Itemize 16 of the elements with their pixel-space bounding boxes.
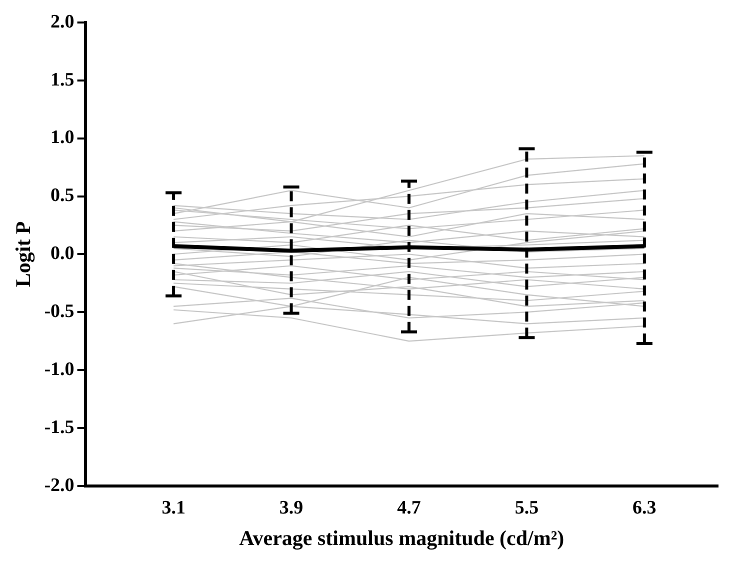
y-tick-label: 0.0 xyxy=(50,243,74,264)
y-tick-label: 1.0 xyxy=(50,127,74,148)
x-tick-label: 6.3 xyxy=(632,497,656,518)
x-tick-label: 3.1 xyxy=(162,497,186,518)
y-tick-label: 2.0 xyxy=(50,11,74,32)
x-tick-label: 5.5 xyxy=(514,497,539,518)
y-tick-label: 0.5 xyxy=(50,185,74,206)
x-tick-label: 3.9 xyxy=(279,497,304,518)
y-tick-label: 1.5 xyxy=(50,69,74,90)
y-axis-title: Logit P xyxy=(11,221,36,288)
x-axis-title: Average stimulus magnitude (cd/m²) xyxy=(239,526,564,550)
y-tick-label: -0.5 xyxy=(44,301,74,322)
y-tick-label: -1.0 xyxy=(44,359,74,380)
y-tick-label: -2.0 xyxy=(44,474,74,496)
y-tick-label: -1.5 xyxy=(44,416,74,438)
x-tick-label: 4.7 xyxy=(397,497,422,518)
